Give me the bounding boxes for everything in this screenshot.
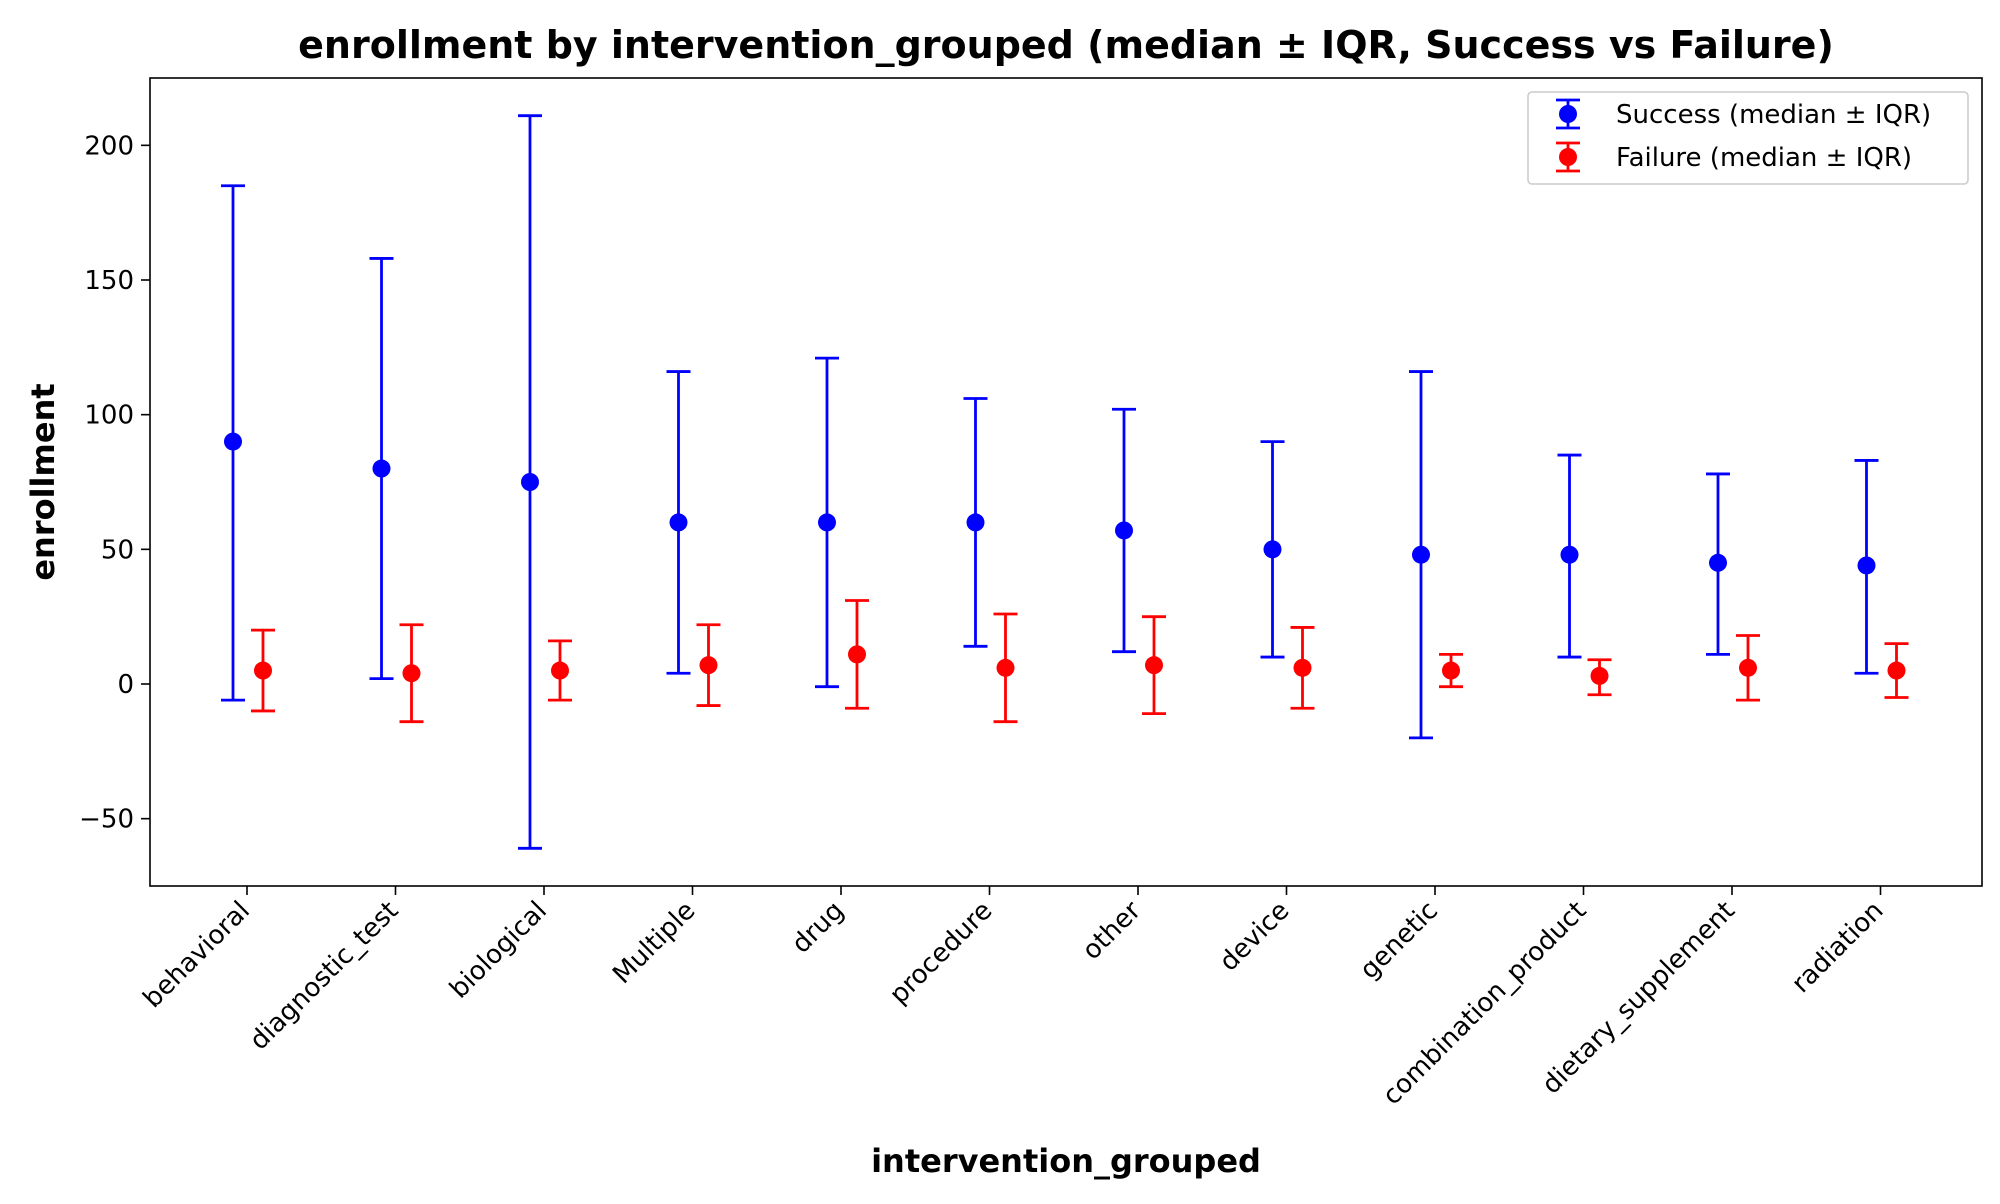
x-tick-label: diagnostic_test [244,896,404,1056]
median-point [1560,545,1579,564]
legend-frame [1527,91,1969,185]
x-tick-label: behavioral [138,896,256,1014]
median-point [1442,661,1460,680]
y-tick-label: 0 [117,670,134,700]
x-tick-label: radiation [1786,896,1889,999]
median-point [1412,545,1430,564]
median-point [848,645,866,664]
y-tick-label: 100 [84,401,134,431]
median-point [1887,661,1906,680]
median-point [224,432,242,451]
marks-layer: −50 0 50 100 150 200 behavioraldiagnostic_test… [79,114,1909,1111]
x-tick-label: device [1214,896,1296,978]
legend-marker-point [1559,105,1577,123]
legend: Success (median ± IQR) Failure (median ± … [1527,91,1969,185]
median-point [699,656,718,675]
median-point [1857,556,1876,575]
median-point [1293,658,1312,677]
x-tick-label: genetic [1354,896,1444,986]
median-point [521,473,539,491]
median-point [966,513,985,532]
median-point [1263,540,1282,559]
chart-title: enrollment by intervention_grouped (medi… [298,23,1834,67]
x-axis-label: intervention_grouped [871,1142,1261,1180]
median-point [669,513,688,532]
x-tick-label: Multiple [607,896,701,990]
median-point [1145,656,1163,675]
median-point [551,661,569,680]
x-tick-label: other [1077,896,1147,966]
median-point [372,459,391,478]
median-point [1590,666,1609,685]
y-axis-label: enrollment [24,383,62,580]
median-point [996,658,1015,677]
x-tick-label: biological [444,896,553,1005]
x-tick-label: procedure [884,896,998,1010]
median-point [402,664,421,683]
median-point [1709,553,1727,572]
legend-entry-label: Success (median ± IQR) [1616,100,1931,130]
y-tick-label: 50 [101,535,134,565]
plot-area-frame [149,77,1983,887]
legend-entry-label: Failure (median ± IQR) [1616,143,1912,173]
median-point [1115,521,1133,540]
x-tick-label: drug [786,896,850,960]
y-tick-label: 200 [84,131,134,161]
median-point [818,513,836,532]
median-point [254,661,272,680]
y-tick-label: −50 [79,805,134,835]
legend-marker-point [1559,148,1577,166]
y-tick-label: 150 [84,266,134,296]
median-point [1739,658,1757,677]
